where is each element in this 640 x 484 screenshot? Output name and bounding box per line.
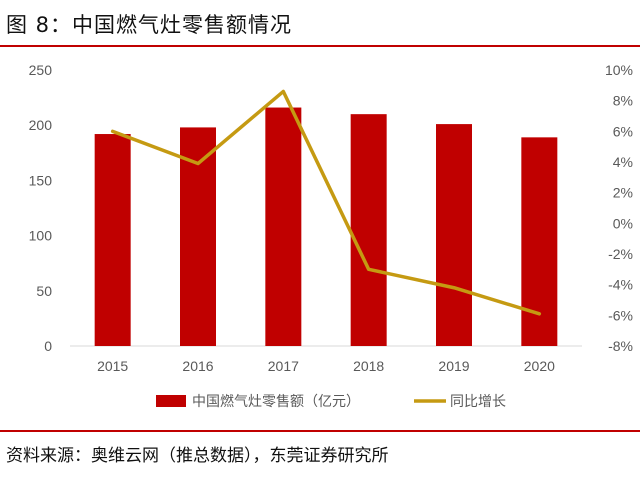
legend-line-label: 同比增长 [450, 393, 506, 409]
bar-2019 [436, 124, 472, 346]
right-tick-label: 4% [613, 154, 633, 170]
left-tick-label: 150 [29, 172, 53, 188]
right-tick-label: 2% [613, 185, 633, 201]
right-tick-label: -4% [608, 277, 633, 293]
bar-2015 [94, 134, 131, 346]
right-axis-ticks: -8% -6% -4% -2% 0% 2% 4% 6% 8% 10% [605, 62, 633, 354]
right-tick-label: 6% [613, 123, 633, 139]
title-rule [0, 45, 640, 47]
figure-header: 图 8：中国燃气灶零售额情况 [0, 0, 640, 46]
bar-2017 [265, 107, 302, 346]
x-axis-ticks: 2015 2016 2017 2018 2019 2020 [97, 358, 555, 374]
bar-2018 [350, 114, 387, 346]
right-tick-label: 8% [613, 93, 633, 109]
figure-title: 图 8：中国燃气灶零售额情况 [6, 13, 293, 37]
left-tick-label: 250 [29, 62, 53, 78]
x-tick-label: 2018 [353, 358, 384, 374]
left-axis-ticks: 0 50 100 150 200 250 [29, 62, 53, 354]
x-tick-label: 2016 [182, 358, 213, 374]
growth-line-series [110, 89, 542, 316]
x-tick-label: 2019 [438, 358, 469, 374]
chart: 0 50 100 150 200 250 -8% -6% -4% -2% 0% 2% 4% 6% 8% 10… [29, 62, 633, 409]
left-tick-label: 100 [29, 228, 53, 244]
x-tick-label: 2017 [268, 358, 299, 374]
growth-line [110, 89, 542, 316]
right-tick-label: -8% [608, 338, 633, 354]
bar-series [94, 107, 558, 347]
x-tick-label: 2020 [524, 358, 555, 374]
left-tick-label: 0 [44, 338, 52, 354]
x-tick-label: 2015 [97, 358, 128, 374]
source-note: 资料来源：奥维云网（推总数据），东莞证券研究所 [6, 446, 389, 466]
left-tick-label: 50 [36, 283, 52, 299]
right-tick-label: 0% [613, 215, 633, 231]
legend-bar-swatch [156, 395, 186, 407]
left-tick-label: 200 [29, 117, 53, 133]
source-rule [0, 430, 640, 432]
legend-bar-label: 中国燃气灶零售额（亿元） [192, 393, 360, 409]
right-tick-label: -6% [608, 307, 633, 323]
right-tick-label: -2% [608, 246, 633, 262]
legend: 中国燃气灶零售额（亿元） 同比增长 [156, 393, 506, 409]
right-tick-label: 10% [605, 62, 633, 78]
